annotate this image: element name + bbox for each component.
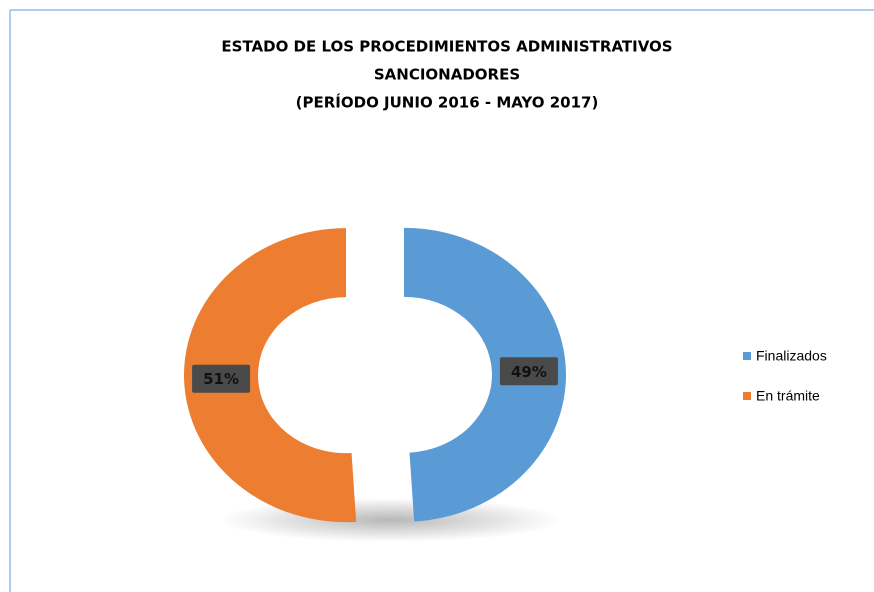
label-box <box>499 357 558 386</box>
data-label: 51% <box>203 370 239 388</box>
label-box <box>192 364 251 393</box>
legend-label: Finalizados <box>756 348 827 364</box>
data-label: 49% <box>511 363 547 381</box>
chart-title: SANCIONADORES <box>374 66 520 84</box>
chart-title: (PERÍODO JUNIO 2016 - MAYO 2017) <box>296 93 599 112</box>
chart-title: ESTADO DE LOS PROCEDIMIENTOS ADMINISTRAT… <box>221 38 672 56</box>
legend-label: En trámite <box>756 388 820 404</box>
legend-swatch <box>743 352 751 360</box>
donut-segment <box>403 227 566 522</box>
donut-segment <box>184 228 357 523</box>
legend-swatch <box>743 392 751 400</box>
